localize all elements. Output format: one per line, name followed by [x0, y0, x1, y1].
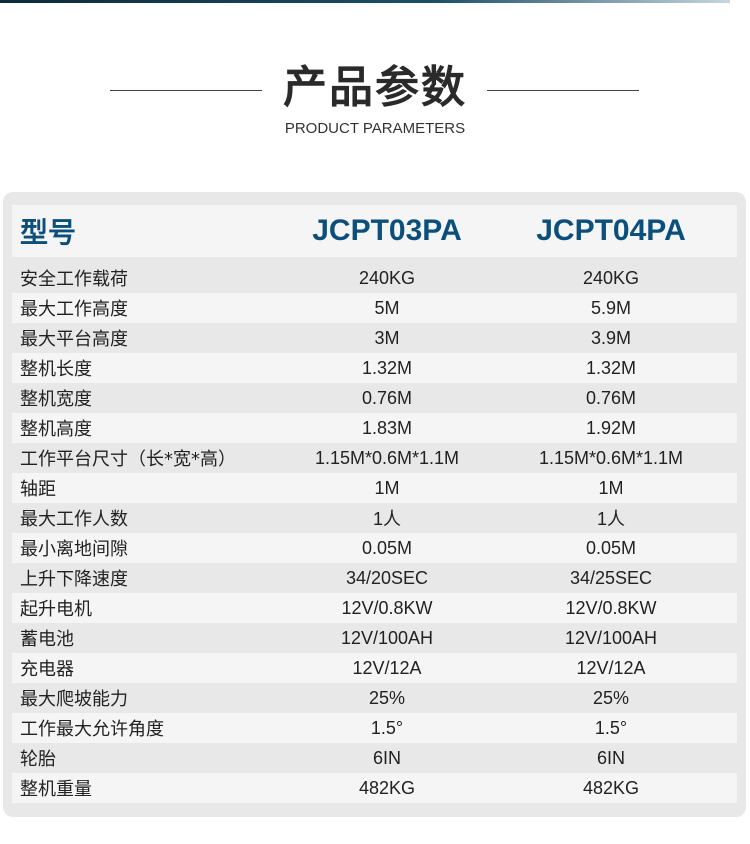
table-row: 轴距 1M 1M: [12, 473, 737, 503]
table-row: 工作最大允许角度 1.5° 1.5°: [12, 713, 737, 743]
cell-label: 最大爬坡能力: [20, 689, 128, 710]
cell-label: 安全工作载荷: [20, 269, 128, 290]
cell-value: 482KG: [358, 777, 416, 798]
cell-value: 6IN: [596, 747, 625, 768]
cell-value: 12V/12A: [352, 657, 422, 678]
table-row: 最大工作高度 5M 5.9M: [12, 293, 737, 323]
cell-value: 3M: [374, 327, 400, 348]
header-model-label: 型号: [20, 216, 77, 249]
cell-value: 1.15M*0.6M*1.1M: [538, 447, 684, 468]
table-row: 最大工作人数 1人 1人: [12, 503, 737, 533]
cell-value: 12V/0.8KW: [565, 597, 657, 618]
cell-value: 482KG: [582, 777, 640, 798]
page-title: 产品参数: [283, 62, 467, 113]
header-model-1: JCPT03PA: [312, 214, 462, 247]
table-row: 轮胎 6IN 6IN: [12, 743, 737, 773]
title-divider-left: [110, 90, 262, 91]
cell-value: 1.5°: [594, 717, 628, 738]
cell-value: 34/25SEC: [569, 567, 653, 588]
table-body: 安全工作载荷 240KG 240KG 最大工作高度 5M 5.9M 最大平台高度 3M 3.9M…: [12, 263, 737, 803]
cell-label: 最大工作高度: [20, 299, 128, 320]
cell-value: 0.05M: [361, 537, 413, 558]
cell-value: 1.15M*0.6M*1.1M: [314, 447, 460, 468]
cell-value: 1.83M: [361, 417, 413, 438]
cell-label: 充电器: [20, 659, 74, 680]
table-row: 上升下降速度 34/20SEC 34/25SEC: [12, 563, 737, 593]
cell-label: 最小离地间隙: [20, 539, 128, 560]
cell-label: 上升下降速度: [20, 569, 128, 590]
cell-value: 25%: [368, 687, 406, 708]
cell-value: 12V/100AH: [340, 627, 434, 648]
cell-label: 蓄电池: [20, 629, 74, 650]
page-subtitle: PRODUCT PARAMETERS: [284, 120, 466, 137]
cell-label: 最大工作人数: [20, 509, 128, 530]
cell-value: 12V/100AH: [564, 627, 658, 648]
table-row: 最小离地间隙 0.05M 0.05M: [12, 533, 737, 563]
cell-value: 1人: [596, 509, 625, 529]
cell-value: 12V/0.8KW: [341, 597, 433, 618]
table-header-row: 型号 JCPT03PA JCPT04PA: [12, 205, 737, 257]
cell-label: 起升电机: [20, 599, 92, 620]
cell-value: 1人: [372, 509, 401, 529]
cell-value: 6IN: [372, 747, 401, 768]
table-row: 工作平台尺寸（长*宽*高） 1.15M*0.6M*1.1M 1.15M*0.6M*1…: [12, 443, 737, 473]
cell-value: 240KG: [358, 267, 416, 288]
cell-label: 整机重量: [20, 779, 92, 800]
cell-label: 工作平台尺寸（长*宽*高）: [20, 449, 236, 470]
cell-value: 34/20SEC: [345, 567, 429, 588]
cell-value: 240KG: [582, 267, 640, 288]
cell-value: 12V/12A: [576, 657, 646, 678]
cell-label: 工作最大允许角度: [20, 719, 164, 740]
cell-label: 整机宽度: [20, 389, 92, 410]
table-row: 最大爬坡能力 25% 25%: [12, 683, 737, 713]
cell-value: 5.9M: [590, 297, 632, 318]
cell-label: 整机长度: [20, 359, 92, 380]
cell-value: 0.05M: [585, 537, 637, 558]
table-row: 充电器 12V/12A 12V/12A: [12, 653, 737, 683]
table-row: 蓄电池 12V/100AH 12V/100AH: [12, 623, 737, 653]
table-row: 整机高度 1.83M 1.92M: [12, 413, 737, 443]
header-model-2: JCPT04PA: [536, 214, 686, 247]
table-row: 安全工作载荷 240KG 240KG: [12, 263, 737, 293]
cell-value: 1.32M: [585, 357, 637, 378]
cell-label: 整机高度: [20, 419, 92, 440]
cell-value: 0.76M: [585, 387, 637, 408]
top-accent-bar: [0, 0, 730, 3]
cell-label: 最大平台高度: [20, 329, 128, 350]
cell-value: 1M: [374, 477, 400, 498]
cell-value: 1M: [598, 477, 624, 498]
cell-value: 0.76M: [361, 387, 413, 408]
cell-value: 3.9M: [590, 327, 632, 348]
table-row: 整机重量 482KG 482KG: [12, 773, 737, 803]
cell-label: 轮胎: [20, 749, 56, 770]
table-row: 最大平台高度 3M 3.9M: [12, 323, 737, 353]
cell-value: 1.92M: [585, 417, 637, 438]
cell-value: 5M: [374, 297, 400, 318]
table-row: 整机宽度 0.76M 0.76M: [12, 383, 737, 413]
cell-label: 轴距: [20, 479, 56, 500]
table-row: 起升电机 12V/0.8KW 12V/0.8KW: [12, 593, 737, 623]
parameters-table: 型号 JCPT03PA JCPT04PA 安全工作载荷 240KG 240KG 最大工…: [3, 192, 746, 817]
table-row: 整机长度 1.32M 1.32M: [12, 353, 737, 383]
title-divider-right: [487, 90, 639, 91]
cell-value: 1.32M: [361, 357, 413, 378]
cell-value: 25%: [592, 687, 630, 708]
cell-value: 1.5°: [370, 717, 404, 738]
